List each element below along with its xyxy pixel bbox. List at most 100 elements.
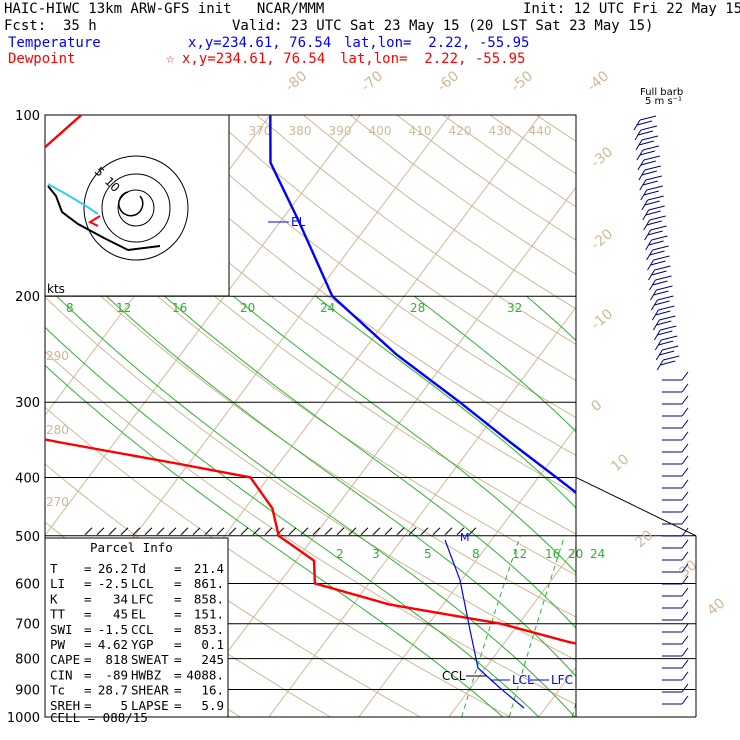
profile-point [314, 582, 316, 585]
wind-barb [681, 515, 689, 525]
wind-barb [659, 350, 675, 356]
moist-adiabat-line [640, 296, 740, 717]
wind-barb [647, 195, 664, 201]
parcel-key: SHEAR [131, 683, 169, 698]
moist-adiabat-line [315, 295, 576, 509]
isotherm-label: -30 [588, 144, 616, 171]
moist-adiabat-line [526, 295, 576, 342]
profile-point [59, 441, 62, 444]
moist-label: 28 [410, 301, 425, 315]
parcel-path [444, 539, 525, 709]
wind-barb [681, 587, 689, 597]
wind-barb [681, 443, 689, 453]
mixing-ratio-label: 24 [590, 547, 605, 561]
wind-barb [660, 360, 676, 366]
hatch-mark [360, 527, 369, 536]
parcel-eq: = [84, 607, 92, 622]
wind-barb [648, 240, 664, 246]
profile-point [721, 689, 723, 691]
parcel-eq: = [84, 591, 92, 606]
wind-barb [653, 255, 670, 261]
mixing-ratio-label: 5 [424, 547, 432, 561]
profile-point [691, 680, 693, 682]
pressure-label-500: 500 [15, 530, 40, 545]
temperature-profile [269, 115, 576, 495]
profile-point [80, 115, 83, 116]
wind-barb [652, 280, 668, 286]
isotherm-line [358, 426, 576, 717]
wind-barb [645, 210, 661, 216]
parcel-key: Td [131, 561, 146, 576]
parcel-value: 21.4 [194, 561, 224, 576]
isotherm-line [538, 666, 576, 717]
wind-barb [637, 130, 654, 136]
pressure-label-600: 600 [15, 577, 40, 592]
wind-barb [645, 175, 662, 181]
dry-adiabat-line [630, 115, 740, 717]
hatch-mark [408, 527, 417, 536]
lfc-level-label: LFC [551, 673, 573, 687]
dry-adiabat-line [45, 242, 576, 618]
isotherm-label: 0 [588, 397, 605, 415]
parcel-eq: = [174, 698, 182, 713]
wind-barb [650, 260, 666, 266]
wind-barb [681, 647, 689, 657]
wind-barb [659, 315, 676, 321]
hatch-mark [324, 527, 333, 536]
parcel-eq: = [174, 637, 182, 652]
pressure-label-400: 400 [15, 471, 40, 486]
profile-point [555, 476, 558, 479]
theta-side-label: 270 [46, 495, 69, 509]
isotherm-label: 20 [632, 527, 656, 551]
theta-label: 440 [529, 124, 552, 138]
theta-label: 420 [449, 124, 472, 138]
moist-label: 24 [320, 301, 335, 315]
wind-barb [642, 180, 658, 186]
pressure-label-900: 900 [15, 683, 40, 698]
parcel-cell: CELL = 088/15 [50, 710, 148, 725]
wind-barb [661, 335, 678, 341]
dry-adiabat-line [536, 115, 576, 143]
wind-barb [681, 419, 689, 429]
plot-frame [44, 114, 577, 718]
profile-point [509, 441, 512, 444]
parcel-value: 853. [194, 622, 224, 637]
parcel-eq: = [84, 652, 92, 667]
hatch-mark [384, 527, 393, 536]
parcel-key: PW [50, 637, 66, 652]
profile-point [178, 463, 181, 465]
hatch-mark [156, 527, 165, 536]
parcel-value: 4.62 [98, 637, 128, 652]
parcel-key: K [50, 591, 58, 606]
parcel-value: 151. [194, 607, 224, 622]
hodograph-trace-upper [47, 183, 99, 215]
hodograph-ring [101, 173, 171, 243]
wind-barb [681, 623, 689, 633]
mixing-ratio-label: 20 [568, 547, 583, 561]
hodograph-trace-low [87, 215, 101, 227]
el-level-label: EL [291, 215, 306, 229]
parcel-key: T [50, 561, 58, 576]
wind-barb [653, 290, 669, 296]
wind-barb [656, 285, 673, 291]
parcel-key: SREH [50, 698, 80, 713]
wind-barb [640, 160, 656, 166]
parcel-key: LAPSE [131, 698, 169, 713]
wind-barb [657, 295, 674, 301]
pressure-label-1000: 1000 [7, 711, 40, 726]
dry-adiabat-line [209, 115, 576, 382]
hatch-mark [348, 527, 357, 536]
plot-title: HAIC-HIWC 13km ARW-GFS init NCAR/MMM [4, 1, 325, 17]
wind-barb [646, 220, 662, 226]
wind-barb [681, 671, 689, 681]
parcel-value: 861. [194, 576, 224, 591]
profile-point [313, 559, 315, 562]
hatch-mark [216, 527, 225, 536]
parcel-value: 45 [113, 607, 128, 622]
hatch-mark [132, 527, 141, 536]
parcel-eq: = [84, 698, 92, 713]
profile-point [698, 623, 700, 625]
wind-barb [636, 120, 653, 126]
mixing-ratio-label: 12 [512, 547, 527, 561]
